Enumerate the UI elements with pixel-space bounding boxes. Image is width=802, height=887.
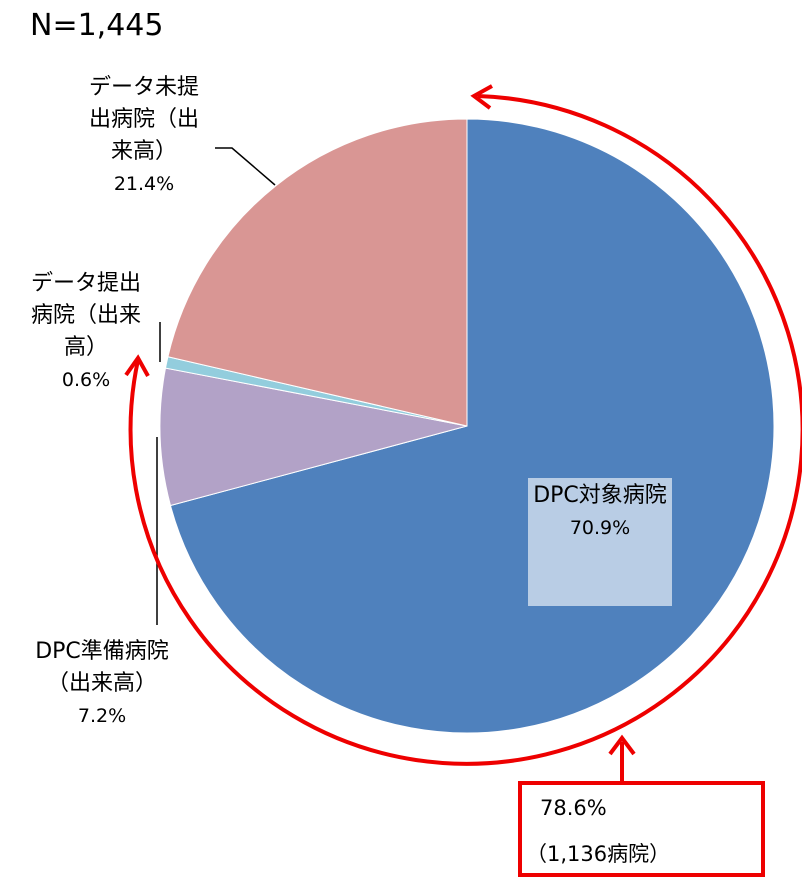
annotation: （1,136病院） <box>526 842 671 866</box>
value-label: 0.6% <box>61 369 111 391</box>
leader-line <box>215 147 276 186</box>
red-arc <box>128 94 802 766</box>
annotation: 78.6% <box>540 796 607 820</box>
pie-slice <box>159 367 468 507</box>
red-annotation <box>124 84 802 877</box>
category-name: DPC対象病院 <box>533 483 667 508</box>
annotation-box <box>518 781 765 877</box>
arrowhead <box>470 84 493 110</box>
value-label: 70.9% <box>569 517 631 539</box>
category-name: DPC準備病院（出来高） <box>35 639 169 696</box>
leader-lines <box>156 147 276 625</box>
category-name: データ提出病院（出来高） <box>30 271 141 360</box>
value-label: 7.2% <box>77 705 127 727</box>
slice-label: DPC準備病院（出来高） 7.2% <box>22 636 182 732</box>
pie-slice <box>167 118 468 427</box>
category-name: データ未提出病院（出来高） <box>88 75 199 164</box>
slice-label: DPC対象病院 70.9% <box>528 478 672 606</box>
slice-label: データ未提出病院（出来高） 21.4% <box>82 72 206 200</box>
slice-label: データ提出病院（出来高） 0.6% <box>24 268 148 396</box>
subtitle: N=1,445 <box>30 8 164 43</box>
arrowhead <box>124 354 150 377</box>
pie <box>159 118 775 734</box>
value-label: 21.4% <box>113 173 175 195</box>
arrowhead <box>608 734 636 756</box>
